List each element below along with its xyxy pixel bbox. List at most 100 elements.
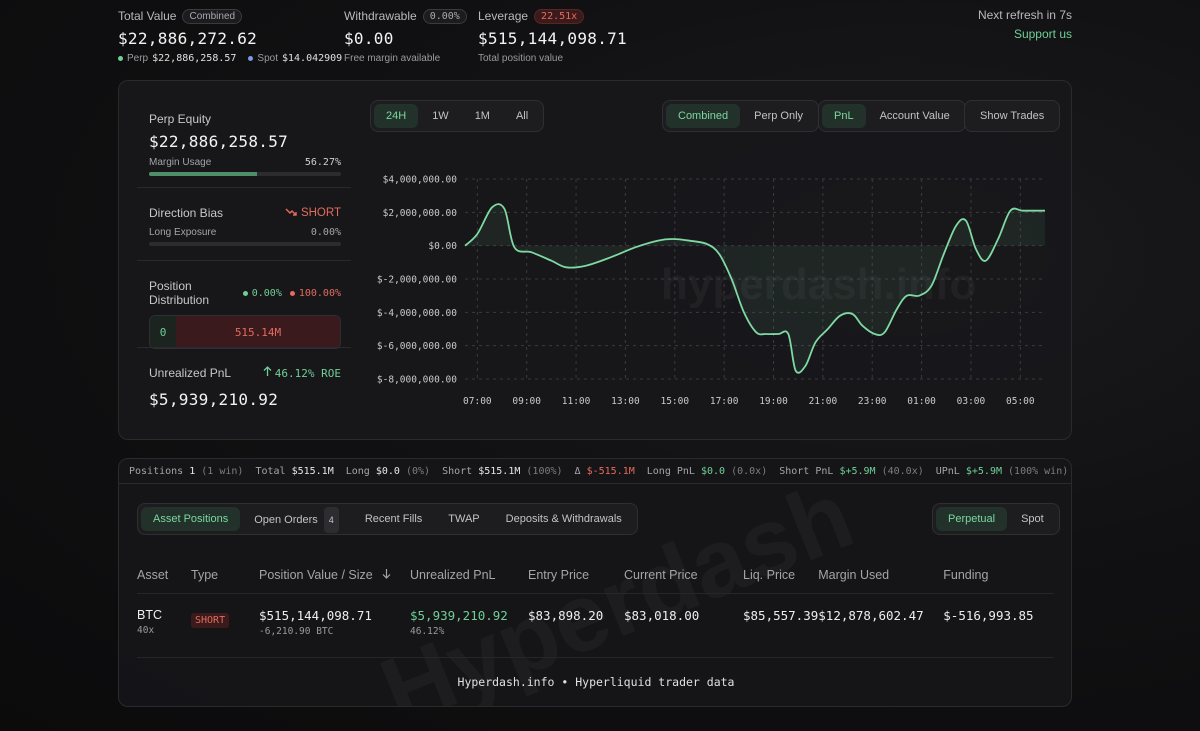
withdrawable-sub: Free margin available bbox=[344, 53, 441, 64]
positions-panel: Hyperdash Positions 1 (1 win) Total $515… bbox=[118, 458, 1072, 707]
positions-table: Asset Type Position Value / Size Unreali… bbox=[137, 557, 1054, 658]
chart-watermark: hyperdash.info bbox=[661, 260, 976, 309]
long-label: Long bbox=[345, 465, 370, 477]
dist-short-segment: 515.14M bbox=[176, 316, 340, 348]
table-row[interactable]: BTC 40x SHORT $515,144,098.71 -6,210.90 BT… bbox=[137, 592, 1054, 658]
arrow-up-icon bbox=[263, 366, 272, 380]
range-all[interactable]: All bbox=[515, 110, 529, 122]
x-tick-label: 11:00 bbox=[562, 396, 591, 407]
x-tick-label: 03:00 bbox=[957, 396, 986, 407]
position-size: -6,210.90 BTC bbox=[259, 625, 334, 637]
tab-recent-fills[interactable]: Recent Fills bbox=[364, 513, 423, 525]
support-link[interactable]: Support us bbox=[1013, 27, 1072, 41]
x-tick-label: 19:00 bbox=[759, 396, 788, 407]
range-24h[interactable]: 24H bbox=[374, 104, 419, 128]
tab-open-orders[interactable]: Open Orders 4 bbox=[242, 507, 351, 533]
margin-used: $12,878,602.47 bbox=[818, 592, 944, 658]
perp-value: $22,886,258.57 bbox=[152, 53, 237, 64]
asset-leverage: 40x bbox=[137, 624, 155, 636]
divider bbox=[137, 347, 351, 348]
long-pnl-value: $0.0 bbox=[700, 465, 726, 477]
total-value-summary: $515.1M bbox=[291, 465, 334, 477]
header-asset[interactable]: Asset bbox=[137, 567, 169, 582]
tab-twap[interactable]: TWAP bbox=[448, 513, 480, 525]
header-margin-used[interactable]: Margin Used bbox=[818, 567, 890, 582]
positions-tabs: Asset Positions Open Orders 4 Recent Fill… bbox=[137, 503, 638, 535]
pnl-chart: hyperdash.info $4,000,000.00 $2,000,000.0… bbox=[377, 175, 1045, 407]
x-tick-label: 23:00 bbox=[858, 396, 887, 407]
liq-price: $85,557.39 bbox=[743, 592, 819, 658]
x-tick-label: 01:00 bbox=[907, 396, 936, 407]
metric-pnl[interactable]: PnL bbox=[822, 104, 866, 128]
x-tick-label: 07:00 bbox=[463, 396, 492, 407]
unrealized-pnl-label: Unrealized PnL bbox=[149, 366, 232, 380]
long-dot-icon bbox=[242, 290, 248, 296]
upnl-label: UPnL bbox=[935, 465, 960, 477]
tab-open-orders-label: Open Orders bbox=[254, 514, 318, 526]
x-tick-label: 21:00 bbox=[809, 396, 838, 407]
footer-text: Hyperdash.info • Hyperliquid trader data bbox=[457, 675, 735, 689]
dist-long-segment: 0 bbox=[150, 316, 176, 348]
long-pnl-x: (0.0x) bbox=[731, 465, 768, 477]
position-distribution-label: Position Distribution bbox=[149, 279, 210, 307]
pnl-line bbox=[464, 203, 1045, 374]
total-value: $22,886,272.62 bbox=[118, 29, 258, 48]
long-pct: (0%) bbox=[405, 465, 431, 477]
positions-label: Positions bbox=[129, 465, 184, 477]
tab-deposits-withdrawals[interactable]: Deposits & Withdrawals bbox=[505, 513, 622, 525]
upnl-win: (100% win) bbox=[1008, 465, 1069, 477]
entry-price: $83,898.20 bbox=[528, 592, 624, 658]
direction-bias-value: SHORT bbox=[300, 207, 341, 219]
short-label: Short bbox=[442, 465, 473, 477]
header-current-price[interactable]: Current Price bbox=[624, 567, 698, 582]
margin-usage-value: 56.27% bbox=[304, 157, 341, 168]
range-1m[interactable]: 1M bbox=[474, 110, 490, 122]
y-tick-label: $-8,000,000.00 bbox=[377, 375, 457, 386]
pnl-area bbox=[465, 204, 1045, 373]
total-value-label: Total Value bbox=[118, 9, 177, 23]
mode-combined[interactable]: Combined bbox=[666, 104, 741, 128]
metric-account-value[interactable]: Account Value bbox=[879, 110, 950, 122]
row-unrealized-pnl: $5,939,210.92 bbox=[410, 607, 508, 623]
short-value: $515.1M bbox=[478, 465, 521, 477]
tab-spot[interactable]: Spot bbox=[1021, 513, 1044, 525]
header-liq-price[interactable]: Liq. Price bbox=[743, 567, 796, 582]
total-value-badge[interactable]: Combined bbox=[182, 8, 243, 24]
total-value-stat: Total Value Combined $22,886,272.62 Perp… bbox=[118, 8, 342, 64]
total-label: Total bbox=[255, 465, 286, 477]
header-unrealized-pnl[interactable]: Unrealized PnL bbox=[410, 567, 496, 582]
range-1w[interactable]: 1W bbox=[432, 110, 449, 122]
y-tick-label: $-2,000,000.00 bbox=[377, 275, 457, 286]
y-tick-label: $0.00 bbox=[428, 241, 457, 252]
trend-down-icon bbox=[285, 207, 297, 220]
perp-equity-value: $22,886,258.57 bbox=[149, 132, 289, 151]
long-exposure-label: Long Exposure bbox=[149, 227, 217, 238]
header-type[interactable]: Type bbox=[191, 567, 219, 582]
position-value: $515,144,098.71 bbox=[259, 607, 372, 623]
perp-equity-label: Perp Equity bbox=[149, 112, 212, 126]
market-tabs: Perpetual Spot bbox=[932, 503, 1060, 535]
header-position-value[interactable]: Position Value / Size bbox=[259, 557, 410, 593]
tab-asset-positions[interactable]: Asset Positions bbox=[141, 507, 241, 531]
open-orders-count: 4 bbox=[323, 507, 339, 533]
header-entry-price[interactable]: Entry Price bbox=[528, 567, 590, 582]
header-funding[interactable]: Funding bbox=[943, 567, 989, 582]
overview-panel: Perp Equity $22,886,258.57 Margin Usage … bbox=[118, 80, 1072, 440]
margin-usage-label: Margin Usage bbox=[149, 157, 212, 168]
tab-perpetual[interactable]: Perpetual bbox=[936, 507, 1008, 531]
direction-bias-label: Direction Bias bbox=[149, 206, 224, 220]
x-tick-label: 13:00 bbox=[611, 396, 640, 407]
perp-label: Perp bbox=[127, 53, 149, 64]
leverage-stat: Leverage 22.51x $515,144,098.71 Total po… bbox=[478, 8, 627, 64]
header-position-value-label: Position Value / Size bbox=[259, 567, 373, 582]
perp-dot-icon bbox=[118, 56, 123, 61]
x-tick-label: 09:00 bbox=[512, 396, 541, 407]
show-trades-button[interactable]: Show Trades bbox=[980, 110, 1045, 122]
sort-down-icon bbox=[382, 568, 391, 582]
row-unrealized-pnl-pct: 46.12% bbox=[410, 625, 445, 637]
x-tick-label: 17:00 bbox=[710, 396, 739, 407]
spot-dot-icon bbox=[248, 56, 254, 61]
mode-perp-only[interactable]: Perp Only bbox=[754, 110, 804, 122]
leverage-value: $515,144,098.71 bbox=[478, 29, 627, 48]
unrealized-pnl-value: $5,939,210.92 bbox=[149, 390, 279, 409]
